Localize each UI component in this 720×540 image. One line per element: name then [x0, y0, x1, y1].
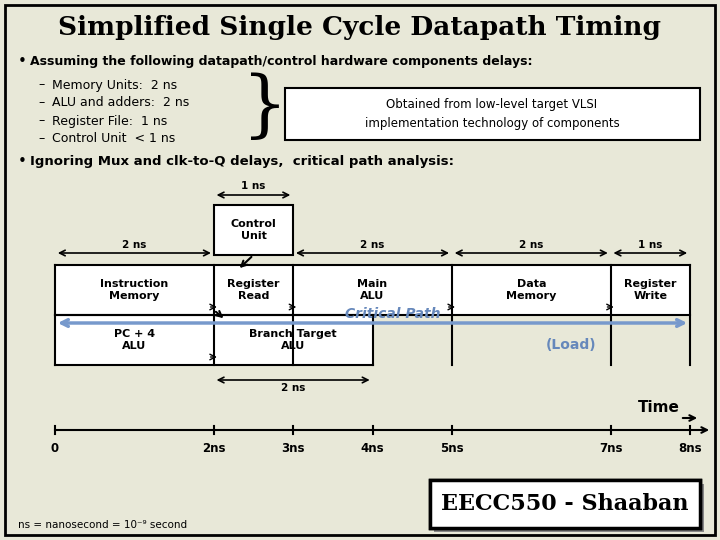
Text: 2ns: 2ns [202, 442, 225, 455]
Bar [285, 88, 700, 140]
Bar [55, 265, 690, 315]
Text: Obtained from low-level target VLSI
implementation technology of components: Obtained from low-level target VLSI impl… [364, 98, 619, 130]
Text: }: } [242, 73, 288, 143]
Text: –: – [38, 78, 44, 91]
Text: –: – [38, 132, 44, 145]
Text: Time: Time [638, 401, 680, 415]
Text: (Load): (Load) [546, 338, 596, 352]
Text: 8ns: 8ns [678, 442, 702, 455]
Text: –: – [38, 114, 44, 127]
Text: Memory Units:  2 ns: Memory Units: 2 ns [52, 78, 177, 91]
Text: PC + 4
ALU: PC + 4 ALU [114, 329, 155, 351]
Bar [430, 480, 700, 528]
Text: –: – [38, 97, 44, 110]
Text: Control Unit  < 1 ns: Control Unit < 1 ns [52, 132, 175, 145]
Text: Register File:  1 ns: Register File: 1 ns [52, 114, 167, 127]
Text: •: • [18, 154, 27, 170]
Text: 2 ns: 2 ns [281, 383, 305, 393]
Text: Register
Read: Register Read [228, 279, 279, 301]
Text: #56  Lec #4  Winter 2009  12-15-2009: #56 Lec #4 Winter 2009 12-15-2009 [510, 520, 700, 530]
Text: 3ns: 3ns [282, 442, 305, 455]
Text: Critical Path: Critical Path [345, 307, 440, 321]
Text: Data
Memory: Data Memory [506, 279, 557, 301]
Text: 4ns: 4ns [361, 442, 384, 455]
Text: Register
Write: Register Write [624, 279, 677, 301]
Text: Instruction
Memory: Instruction Memory [100, 279, 168, 301]
Bar [214, 205, 293, 255]
Text: Assuming the following datapath/control hardware components delays:: Assuming the following datapath/control … [30, 56, 533, 69]
Text: Ignoring Mux and clk-to-Q delays,  critical path analysis:: Ignoring Mux and clk-to-Q delays, critic… [30, 156, 454, 168]
Text: 2 ns: 2 ns [122, 240, 147, 250]
Text: EECC550 - Shaaban: EECC550 - Shaaban [441, 493, 689, 515]
Text: Control
Unit: Control Unit [230, 219, 276, 241]
Bar [55, 315, 372, 365]
Bar [430, 480, 700, 528]
Bar [434, 484, 704, 532]
Text: 2 ns: 2 ns [360, 240, 384, 250]
Text: 1 ns: 1 ns [638, 240, 662, 250]
Text: 1 ns: 1 ns [241, 181, 266, 191]
Text: ALU and adders:  2 ns: ALU and adders: 2 ns [52, 97, 189, 110]
Text: Simplified Single Cycle Datapath Timing: Simplified Single Cycle Datapath Timing [58, 16, 662, 40]
Text: ns = nanosecond = 10⁻⁹ second: ns = nanosecond = 10⁻⁹ second [18, 520, 187, 530]
Text: 7ns: 7ns [599, 442, 622, 455]
Text: Main
ALU: Main ALU [357, 279, 387, 301]
Text: 0: 0 [51, 442, 59, 455]
Text: 2 ns: 2 ns [519, 240, 544, 250]
Text: 5ns: 5ns [440, 442, 464, 455]
Text: •: • [18, 55, 27, 70]
Text: Branch Target
ALU: Branch Target ALU [249, 329, 337, 351]
